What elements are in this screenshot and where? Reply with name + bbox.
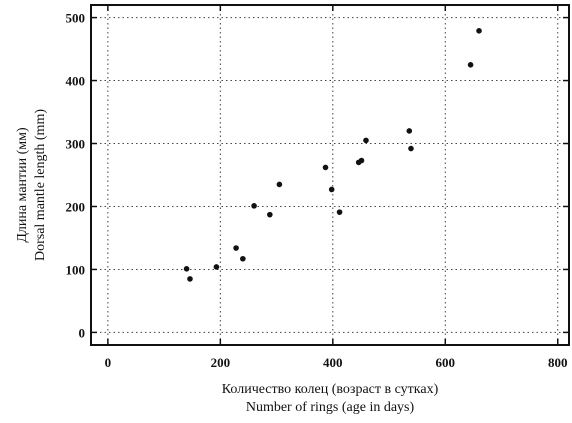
y-tick-label: 200 bbox=[66, 199, 86, 214]
y-tick-label: 500 bbox=[66, 11, 86, 26]
x-tick-label: 0 bbox=[105, 355, 112, 370]
y-tick-labels: 0 100 200 300 400 500 bbox=[66, 11, 86, 341]
data-point bbox=[187, 276, 193, 282]
data-point bbox=[276, 181, 283, 188]
data-point bbox=[267, 211, 273, 218]
data-point bbox=[363, 137, 369, 144]
data-point bbox=[467, 62, 474, 68]
plot-frame bbox=[90, 4, 570, 346]
data-point bbox=[240, 255, 246, 262]
data-points bbox=[183, 28, 482, 282]
data-point bbox=[476, 28, 482, 34]
y-axis-title-en: Dorsal mantle length (mm) bbox=[33, 109, 48, 261]
data-point bbox=[251, 203, 257, 209]
y-axis-title-ru: Длина мантии (мм) bbox=[15, 127, 30, 243]
data-point bbox=[406, 128, 413, 134]
x-axis-title-ru: Количество колец (возраст в сутках) bbox=[222, 382, 439, 397]
y-tick-label: 300 bbox=[66, 137, 86, 152]
data-point bbox=[358, 157, 365, 164]
x-tick-label: 600 bbox=[436, 355, 456, 370]
data-point bbox=[408, 145, 414, 152]
axis-ticks bbox=[91, 5, 569, 345]
x-tick-label: 400 bbox=[323, 355, 343, 370]
x-tick-label: 800 bbox=[548, 355, 568, 370]
y-tick-label: 400 bbox=[66, 74, 86, 89]
data-point bbox=[213, 264, 220, 270]
x-axis-title-en: Number of rings (age in days) bbox=[246, 400, 415, 415]
x-tick-label: 200 bbox=[211, 355, 231, 370]
data-point bbox=[322, 164, 329, 171]
grid-lines bbox=[91, 5, 569, 345]
y-tick-label: 100 bbox=[66, 262, 86, 277]
data-point bbox=[336, 209, 343, 215]
x-tick-labels: 0 200 400 600 800 bbox=[105, 355, 568, 370]
y-tick-label: 0 bbox=[79, 325, 86, 340]
data-point bbox=[183, 266, 190, 272]
data-point bbox=[233, 245, 239, 251]
data-point bbox=[328, 186, 335, 193]
